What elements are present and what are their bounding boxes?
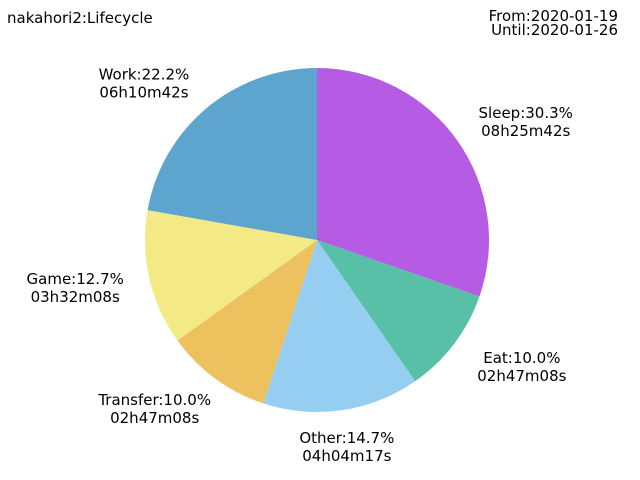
slice-label-sleep: Sleep:30.3% 08h25m42s bbox=[479, 104, 573, 140]
date-range: From:2020-01-19 Until:2020-01-26 bbox=[488, 7, 618, 39]
date-from: From:2020-01-19 bbox=[488, 7, 618, 25]
pie-slice-sleep bbox=[317, 68, 489, 297]
slice-label-work: Work:22.2% 06h10m42s bbox=[99, 65, 190, 101]
slice-label-other: Other:14.7% 04h04m17s bbox=[299, 429, 394, 465]
chart-title: nakahori2:Lifecycle bbox=[7, 9, 153, 27]
slice-label-game: Game:12.7% 03h32m08s bbox=[27, 270, 124, 306]
pie-slice-eat bbox=[317, 240, 480, 382]
slice-label-eat: Eat:10.0% 02h47m08s bbox=[477, 349, 566, 385]
pie-slice-game bbox=[144, 210, 317, 341]
date-until: Until:2020-01-26 bbox=[491, 21, 618, 39]
pie-slice-work bbox=[147, 68, 317, 240]
pie-slice-transfer bbox=[177, 240, 317, 404]
slice-label-transfer: Transfer:10.0% 02h47m08s bbox=[97, 391, 211, 427]
pie-slice-other bbox=[263, 240, 416, 412]
